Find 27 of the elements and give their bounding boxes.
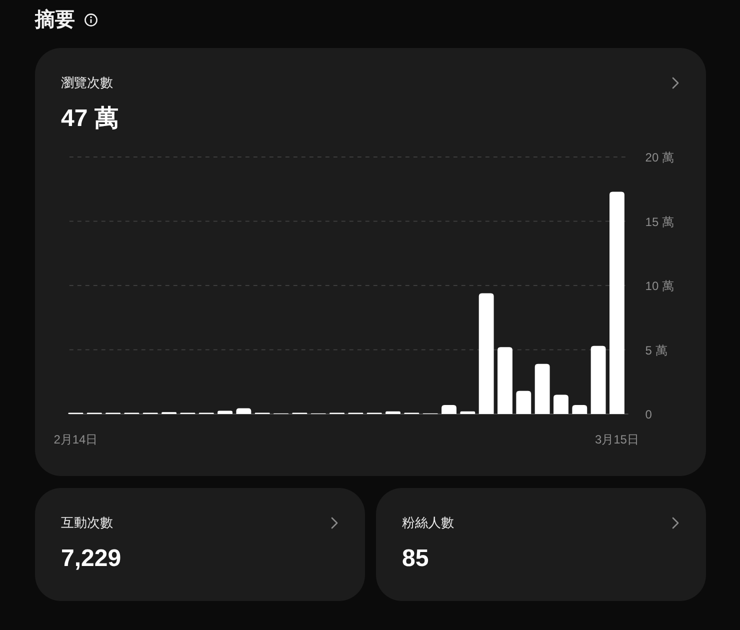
bar — [386, 411, 400, 414]
bar — [554, 394, 568, 414]
bar — [460, 411, 476, 414]
bar — [534, 364, 550, 414]
bar — [572, 405, 588, 414]
bar — [590, 346, 606, 414]
text: 7,229 — [61, 545, 122, 572]
text: 85 — [402, 545, 429, 572]
y-tick-label: 10 萬 — [645, 279, 674, 293]
bar — [236, 408, 252, 414]
bar — [442, 405, 456, 414]
chart-title: 瀏覽次數 — [61, 75, 113, 90]
bar — [516, 390, 532, 414]
y-tick-label: 0 — [645, 408, 652, 422]
chart-subtitle: 47 萬 — [61, 105, 118, 132]
text: 粉絲人數 — [402, 515, 454, 530]
x-tick-label: 3月15日 — [594, 432, 639, 446]
text: 互動次數 — [61, 515, 113, 530]
y-tick-label: 20 萬 — [645, 150, 674, 164]
bar — [218, 410, 233, 414]
bar — [498, 347, 512, 414]
y-tick-label: 15 萬 — [645, 214, 674, 229]
bar — [478, 293, 494, 414]
x-tick-label: 2月14日 — [54, 432, 98, 446]
text: 摘要 — [35, 9, 75, 31]
y-tick-label: 5 萬 — [645, 343, 668, 358]
bar — [610, 192, 624, 414]
